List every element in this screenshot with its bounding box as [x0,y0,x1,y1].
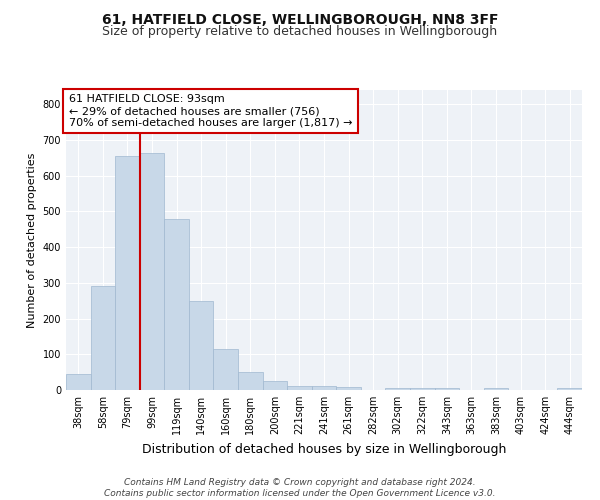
Y-axis label: Number of detached properties: Number of detached properties [27,152,37,328]
Bar [214,349,238,390]
Text: 61, HATFIELD CLOSE, WELLINGBOROUGH, NN8 3FF: 61, HATFIELD CLOSE, WELLINGBOROUGH, NN8 … [102,12,498,26]
Bar [434,388,459,390]
Bar [336,387,361,390]
Bar [312,386,336,390]
Bar [115,156,140,390]
Bar [238,372,263,390]
Bar [287,386,312,390]
X-axis label: Distribution of detached houses by size in Wellingborough: Distribution of detached houses by size … [142,442,506,456]
Bar [484,388,508,390]
Bar [66,374,91,390]
Text: Size of property relative to detached houses in Wellingborough: Size of property relative to detached ho… [103,25,497,38]
Bar [189,300,214,390]
Bar [557,388,582,390]
Bar [140,152,164,390]
Bar [263,381,287,390]
Text: Contains HM Land Registry data © Crown copyright and database right 2024.
Contai: Contains HM Land Registry data © Crown c… [104,478,496,498]
Bar [410,388,434,390]
Text: 61 HATFIELD CLOSE: 93sqm
← 29% of detached houses are smaller (756)
70% of semi-: 61 HATFIELD CLOSE: 93sqm ← 29% of detach… [68,94,352,128]
Bar [385,388,410,390]
Bar [164,218,189,390]
Bar [91,286,115,390]
